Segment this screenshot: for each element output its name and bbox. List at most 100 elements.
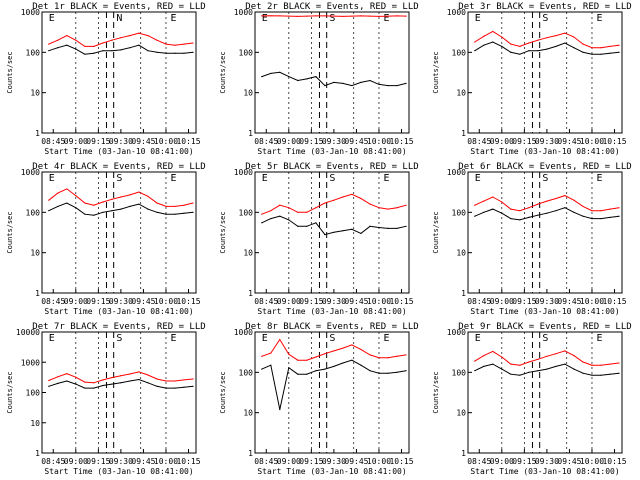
lld-series-point bbox=[360, 15, 362, 17]
events-series-point bbox=[351, 84, 353, 87]
y-axis-label: Counts/sec bbox=[432, 51, 440, 93]
lld-series-point bbox=[546, 355, 548, 357]
lld-series-point bbox=[582, 43, 584, 45]
lld-series-point bbox=[129, 34, 131, 37]
lld-series-point bbox=[93, 382, 95, 384]
events-series-point bbox=[93, 214, 95, 216]
events-series-point bbox=[501, 45, 503, 48]
events-series-point bbox=[474, 370, 476, 372]
events-series-point bbox=[270, 364, 272, 366]
events-series-point bbox=[573, 47, 575, 49]
chart-title: Det 1r BLACK = Events, RED = LLD bbox=[32, 2, 205, 12]
annotation-label: S bbox=[329, 333, 335, 344]
lld-series-point bbox=[57, 376, 59, 378]
lld-series-point bbox=[378, 15, 380, 17]
events-series-point bbox=[396, 84, 398, 87]
y-tick-label: 1000 bbox=[234, 168, 253, 177]
lld-series-point bbox=[102, 42, 104, 44]
lld-series-point bbox=[510, 43, 512, 45]
lld-series-point bbox=[66, 188, 68, 190]
events-series-point bbox=[369, 370, 371, 372]
events-series-point bbox=[183, 212, 185, 214]
lld-series-line bbox=[474, 30, 620, 49]
lld-series-point bbox=[501, 201, 503, 203]
events-series-point bbox=[528, 50, 530, 52]
x-tick-label: 10:15 bbox=[389, 297, 413, 306]
events-series-point bbox=[297, 79, 299, 82]
plot-frame bbox=[41, 331, 197, 454]
x-tick-label: 08:45 bbox=[254, 457, 278, 466]
lld-series-point bbox=[333, 199, 335, 201]
lld-series-point bbox=[492, 350, 494, 353]
events-series-point bbox=[618, 215, 620, 217]
events-series-point bbox=[573, 211, 575, 213]
lld-series-point bbox=[387, 208, 389, 210]
events-series-point bbox=[102, 211, 104, 213]
lld-series-point bbox=[510, 363, 512, 365]
events-series-point bbox=[378, 226, 380, 229]
x-tick-label: 10:00 bbox=[367, 457, 391, 466]
lld-series-point bbox=[519, 364, 521, 366]
lld-series-point bbox=[492, 196, 494, 198]
events-series-point bbox=[564, 363, 566, 365]
lld-series-point bbox=[48, 379, 50, 382]
events-series-point bbox=[129, 380, 131, 382]
lld-series-point bbox=[279, 338, 281, 341]
annotation-label: S bbox=[116, 333, 122, 344]
lld-series-point bbox=[288, 15, 290, 17]
lld-series-point bbox=[555, 197, 557, 200]
y-axis-label: Counts/sec bbox=[6, 371, 14, 413]
events-series-point bbox=[333, 81, 335, 83]
lld-series-line bbox=[261, 193, 407, 215]
events-series-point bbox=[396, 227, 398, 229]
events-series-line bbox=[261, 359, 407, 410]
events-series-point bbox=[387, 372, 389, 374]
events-series-point bbox=[528, 371, 530, 373]
lld-series-point bbox=[396, 355, 398, 357]
events-series-point bbox=[360, 81, 362, 83]
x-tick-label: 08:45 bbox=[41, 137, 65, 146]
y-tick-label: 10 bbox=[456, 249, 466, 258]
x-tick-label: 10:00 bbox=[580, 137, 604, 146]
events-series-point bbox=[351, 228, 353, 230]
y-tick-label: 1 bbox=[461, 129, 466, 138]
events-series-point bbox=[270, 217, 272, 220]
x-tick-label: 09:15 bbox=[512, 297, 536, 306]
lld-series-line bbox=[48, 32, 194, 47]
lld-series-point bbox=[156, 378, 158, 380]
x-tick-label: 09:45 bbox=[344, 137, 368, 146]
events-series-point bbox=[591, 53, 593, 55]
lld-series-point bbox=[369, 354, 371, 356]
y-tick-label: 1000 bbox=[21, 8, 40, 17]
lld-series-point bbox=[519, 45, 521, 48]
events-series-point bbox=[288, 76, 290, 78]
events-series-point bbox=[261, 368, 263, 370]
lld-series-point bbox=[324, 15, 326, 17]
events-series-point bbox=[57, 47, 59, 49]
events-series-point bbox=[501, 368, 503, 370]
events-series-point bbox=[192, 51, 194, 53]
events-series-point bbox=[324, 84, 326, 87]
lld-series-point bbox=[324, 353, 326, 355]
events-series-point bbox=[120, 382, 122, 384]
lld-series-point bbox=[288, 353, 290, 355]
events-series-point bbox=[360, 364, 362, 366]
plot-frame bbox=[467, 171, 623, 294]
events-series-point bbox=[147, 50, 149, 52]
events-series-point bbox=[405, 82, 407, 84]
lld-series-point bbox=[192, 202, 194, 204]
y-tick-label: 1 bbox=[35, 289, 40, 298]
annotation-label: E bbox=[475, 333, 481, 344]
lld-series-point bbox=[183, 379, 185, 381]
events-series-point bbox=[174, 213, 176, 215]
lld-series-point bbox=[174, 44, 176, 46]
events-series-point bbox=[378, 83, 380, 86]
events-series-point bbox=[306, 78, 308, 80]
x-tick-label: 09:15 bbox=[512, 457, 536, 466]
x-tick-label: 08:45 bbox=[467, 137, 491, 146]
y-tick-label: 10 bbox=[30, 89, 40, 98]
